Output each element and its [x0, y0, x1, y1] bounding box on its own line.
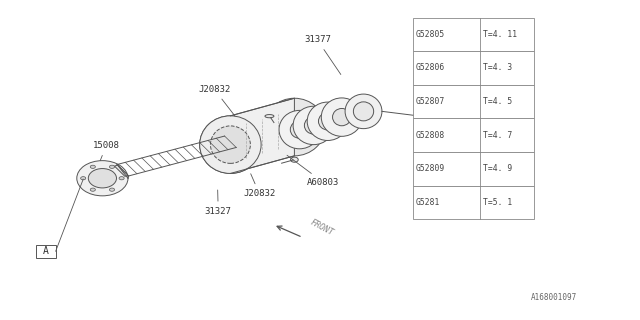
Ellipse shape	[109, 165, 115, 168]
Text: T=4. 3: T=4. 3	[483, 63, 512, 73]
Text: G52808: G52808	[415, 131, 445, 140]
Bar	[413, 152, 534, 186]
Text: A: A	[43, 246, 49, 256]
Ellipse shape	[81, 177, 86, 180]
Ellipse shape	[293, 106, 334, 145]
Text: G52807: G52807	[415, 97, 445, 106]
Text: T=4. 11: T=4. 11	[483, 30, 516, 39]
Ellipse shape	[211, 126, 250, 163]
Text: T=4. 7: T=4. 7	[483, 131, 512, 140]
Ellipse shape	[200, 116, 261, 173]
Ellipse shape	[321, 98, 362, 136]
Text: T=4. 9: T=4. 9	[483, 164, 512, 173]
Ellipse shape	[211, 126, 250, 163]
Ellipse shape	[90, 165, 95, 168]
Ellipse shape	[279, 110, 320, 149]
Ellipse shape	[88, 169, 116, 188]
Ellipse shape	[333, 108, 351, 126]
Ellipse shape	[307, 102, 348, 140]
Ellipse shape	[119, 177, 124, 180]
Ellipse shape	[291, 121, 308, 138]
Ellipse shape	[264, 98, 325, 156]
Text: 31377: 31377	[304, 36, 341, 75]
Ellipse shape	[353, 102, 374, 121]
Ellipse shape	[345, 94, 382, 129]
Text: G52805: G52805	[415, 30, 445, 39]
Text: 31327: 31327	[205, 190, 232, 216]
Text: G5281: G5281	[415, 198, 440, 207]
Text: J20832: J20832	[243, 174, 275, 198]
Text: J20832: J20832	[198, 85, 235, 116]
Text: A168001097: A168001097	[531, 293, 577, 302]
Ellipse shape	[77, 161, 128, 196]
Bar	[413, 118, 534, 152]
Ellipse shape	[90, 188, 95, 191]
Text: FRONT: FRONT	[309, 218, 335, 237]
Ellipse shape	[305, 117, 323, 134]
Ellipse shape	[200, 116, 261, 173]
Text: 15008: 15008	[93, 141, 120, 161]
Ellipse shape	[265, 115, 274, 118]
Bar	[413, 85, 534, 118]
Bar	[413, 51, 534, 85]
Polygon shape	[115, 165, 128, 176]
Text: A60803: A60803	[287, 155, 339, 187]
Text: T=4. 5: T=4. 5	[483, 97, 512, 106]
Bar	[413, 186, 534, 219]
Text: T=5. 1: T=5. 1	[483, 198, 512, 207]
Ellipse shape	[291, 157, 298, 162]
Polygon shape	[230, 98, 294, 173]
Bar	[413, 18, 534, 51]
Bar	[36, 245, 56, 258]
Ellipse shape	[319, 113, 337, 130]
Text: G52809: G52809	[415, 164, 445, 173]
Text: G52806: G52806	[415, 63, 445, 73]
Ellipse shape	[109, 188, 115, 191]
